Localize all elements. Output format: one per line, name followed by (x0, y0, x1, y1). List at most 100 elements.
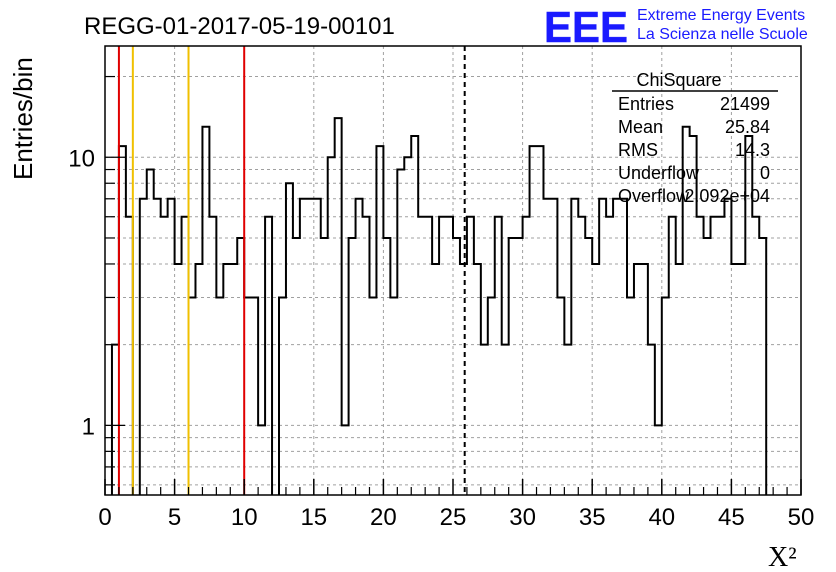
stats-rows: Entries 21499 Mean 25.84 RMS 14.3 Underflow 0 Ov… (618, 94, 770, 206)
histogram-bin (258, 425, 265, 495)
x-tick-label: 50 (788, 504, 815, 531)
histogram-bin (404, 157, 411, 495)
histogram-bin (286, 183, 293, 495)
histogram-bin (244, 297, 251, 495)
histogram-bin (676, 264, 683, 495)
histogram-bin (502, 345, 509, 495)
histogram-bin (467, 217, 474, 495)
histogram-bin (363, 217, 370, 495)
histogram-bin (509, 238, 516, 495)
y-tick-labels: 1 10 (68, 145, 95, 440)
histogram-bin (411, 136, 418, 495)
run-title: REGG-01-2017-05-19-00101 (84, 13, 395, 40)
histogram-bin (161, 217, 168, 495)
x-axis-title: X² (768, 542, 797, 572)
histogram-bin (634, 264, 641, 495)
histogram-bin (279, 297, 286, 495)
y-axis-title: Entries/bin (8, 57, 38, 180)
histogram-bin (662, 297, 669, 495)
histogram-bin (195, 264, 202, 495)
histogram-bin (557, 297, 564, 495)
x-tick-label: 45 (718, 504, 745, 531)
x-tick-label: 5 (168, 504, 181, 531)
histogram-bin (592, 264, 599, 495)
histogram-bin (251, 297, 258, 495)
marker-lines (117, 46, 466, 495)
histogram-bin (328, 157, 335, 495)
histogram-bin (154, 199, 161, 495)
histogram-bin (578, 217, 585, 495)
histogram-bin (711, 217, 718, 495)
histogram-bin (537, 146, 544, 495)
stats-title: ChiSquare (636, 70, 721, 90)
histogram-bin (140, 199, 147, 495)
histogram-bin (543, 199, 550, 495)
histogram-bin (126, 217, 133, 495)
stats-box: ChiSquare Entries 21499 Mean 25.84 RMS 14.3 Un… (612, 70, 778, 206)
histogram-bin (376, 146, 383, 495)
histogram-bin (613, 199, 620, 495)
histogram-bin (697, 217, 704, 495)
histogram-bin (752, 217, 759, 495)
stats-row-value: 25.84 (725, 117, 770, 137)
histogram-bin (307, 199, 314, 495)
x-tick-labels: 0 5 10 15 20 25 30 35 40 45 50 (98, 504, 814, 531)
org-name-line1: Extreme Energy Events (637, 7, 805, 24)
histogram-bin (439, 217, 446, 495)
y-tick-label: 10 (68, 145, 95, 172)
histogram-bin (564, 345, 571, 495)
histogram-bin (418, 217, 425, 495)
histogram-bin (356, 199, 363, 495)
histogram-bin (112, 345, 119, 495)
histogram-bin (189, 297, 196, 495)
histogram-bin (300, 199, 307, 495)
histogram-bin (230, 264, 237, 495)
histogram-bin (523, 217, 530, 495)
x-tick-label: 35 (579, 504, 606, 531)
histogram-bin (397, 170, 404, 495)
histogram-bin (474, 264, 481, 495)
histogram-bin (321, 238, 328, 495)
histogram-bin (223, 264, 230, 495)
histogram-bin (293, 238, 300, 495)
histogram-bin (550, 199, 557, 495)
histogram-bin (731, 264, 738, 495)
histogram-bin (147, 170, 154, 495)
x-tick-label: 15 (300, 504, 327, 531)
x-tick-label: 20 (370, 504, 397, 531)
histogram-bin (738, 264, 745, 495)
histogram-bin (425, 217, 432, 495)
x-tick-label: 25 (440, 504, 467, 531)
histogram-bin (209, 217, 216, 495)
y-tick-label: 1 (82, 413, 95, 440)
org-name-line2: La Scienza nelle Scuole (637, 26, 808, 43)
histogram-bin (390, 297, 397, 495)
histogram-bin (530, 146, 537, 495)
histogram-bin (571, 199, 578, 495)
x-tick-label: 40 (648, 504, 675, 531)
histogram-bin (648, 345, 655, 495)
axis-ticks (104, 75, 802, 495)
x-tick-label: 10 (231, 504, 258, 531)
histogram-bin (460, 264, 467, 495)
histogram-bin (369, 297, 376, 495)
histogram-bin (335, 118, 342, 495)
stats-row-label: Mean (618, 117, 663, 137)
eee-logo: EEE Extreme Energy Events La Scienza nel… (544, 3, 808, 53)
histogram-bin (717, 217, 724, 495)
histogram-bin (237, 238, 244, 495)
histogram-bin (669, 217, 676, 495)
histogram-bin (216, 297, 223, 495)
histogram-bin (627, 297, 634, 495)
histogram-bin (453, 238, 460, 495)
histogram-bin (182, 217, 189, 495)
histogram (110, 117, 768, 495)
histogram-bin (655, 425, 662, 495)
stats-row-value: 0 (760, 163, 770, 183)
histogram-bin (488, 297, 495, 495)
histogram-bin (704, 238, 711, 495)
stats-row-value: 21499 (720, 94, 770, 114)
histogram-bin (202, 127, 209, 495)
histogram-bin (759, 238, 766, 495)
